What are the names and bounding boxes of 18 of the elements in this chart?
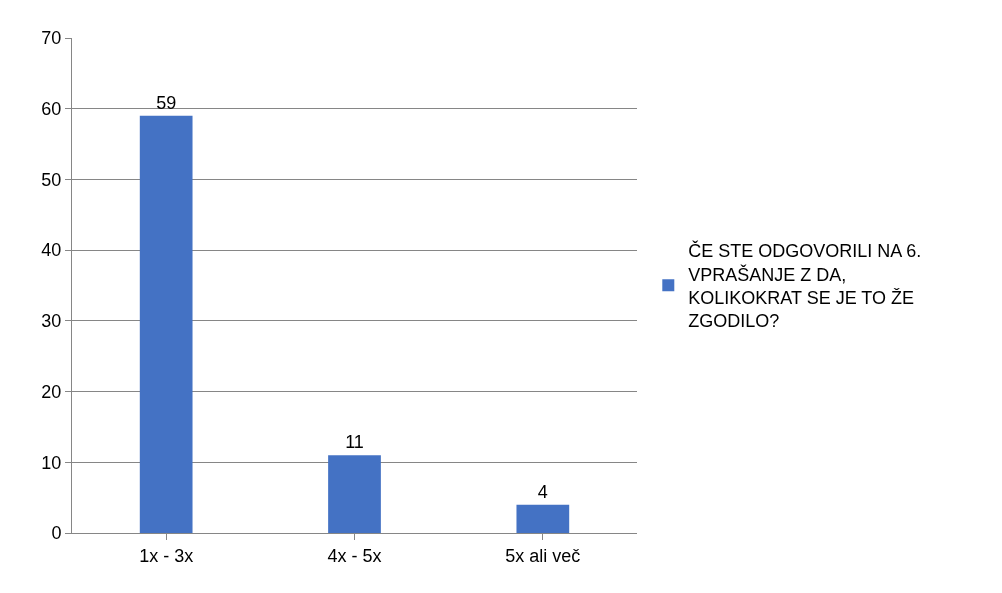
x-tick-label: 1x - 3x [139, 545, 194, 566]
y-tick-label: 70 [41, 28, 62, 49]
y-tick-label: 0 [51, 523, 62, 544]
data-label: 11 [345, 432, 364, 453]
bar [139, 115, 193, 533]
y-tick-label: 60 [41, 99, 62, 120]
data-label: 59 [156, 92, 177, 113]
y-tick-label: 20 [41, 381, 62, 402]
x-tick-label: 5x ali več [505, 545, 581, 566]
y-tick-label: 40 [41, 240, 62, 261]
data-label: 4 [537, 481, 548, 502]
bar [516, 504, 570, 533]
y-tick-label: 50 [41, 169, 62, 190]
y-tick-label: 10 [41, 452, 62, 473]
legend-label: ČE STE ODGOVORILI NA 6. VPRAŠANJE Z DA, KOLIKOKRAT SE JE TO ŽE ZGODILO? [688, 240, 922, 332]
y-tick-label: 30 [41, 311, 62, 332]
x-tick-label: 4x - 5x [327, 545, 382, 566]
bar [328, 455, 381, 533]
